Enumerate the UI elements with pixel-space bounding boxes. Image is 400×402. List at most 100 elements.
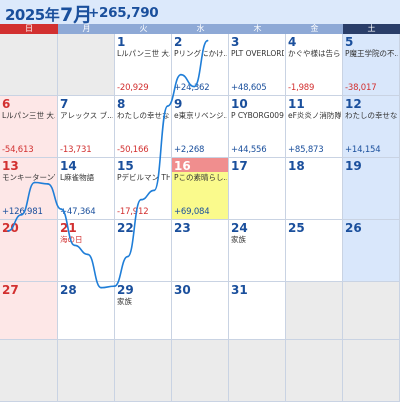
day-number: 4 (288, 35, 297, 49)
event-title: P CYBORG009 R... (231, 111, 284, 120)
day-cell-empty[interactable] (115, 340, 172, 402)
event-title: Lルパン三世 大... (2, 111, 55, 120)
day-cell-22[interactable]: 22 (115, 220, 172, 282)
event-title: Lルパン三世 大... (117, 49, 170, 58)
day-cell-23[interactable]: 23 (172, 220, 229, 282)
event-title: Pリングにかけ... (174, 49, 227, 58)
day-number: 5 (345, 35, 354, 49)
event-title: わたしの幸せな... (117, 111, 170, 120)
day-number: 29 (117, 283, 134, 297)
weekday-5: 金 (286, 24, 343, 34)
day-cell-19[interactable]: 19 (343, 158, 400, 220)
day-cell-9[interactable]: 9 e東京リベンジ... +2,268 (172, 96, 229, 158)
day-cell-2[interactable]: 2 Pリングにかけ... +24,362 (172, 34, 229, 96)
weekday-6: 土 (343, 24, 400, 34)
day-cell-empty[interactable] (229, 340, 286, 402)
day-amount: -17,912 (117, 207, 149, 217)
event-title: 家族 (117, 297, 132, 306)
day-cell-empty[interactable] (0, 340, 58, 402)
day-number: 9 (174, 97, 183, 111)
day-amount: +69,084 (174, 207, 210, 217)
day-amount: -20,929 (117, 83, 149, 93)
day-cell-empty[interactable] (343, 282, 400, 340)
day-cell-29[interactable]: 29 家族 (115, 282, 172, 340)
day-number: 26 (345, 221, 362, 235)
day-number: 2 (174, 35, 183, 49)
day-cell-17[interactable]: 17 (229, 158, 286, 220)
event-title: Pデビルマン TH... (117, 173, 170, 182)
day-cell-27[interactable]: 27 (0, 282, 58, 340)
day-amount: +24,362 (174, 83, 210, 93)
day-number: 21 (60, 221, 77, 235)
weekday-2: 火 (115, 24, 172, 34)
day-number: 6 (2, 97, 11, 111)
day-cell-14[interactable]: 14 L麻雀物語 +47,364 (58, 158, 115, 220)
day-cell-empty[interactable] (286, 340, 343, 402)
event-title: Pこの素晴らし... (174, 173, 227, 182)
month-label[interactable]: 7月 (60, 4, 93, 26)
weekday-3: 水 (172, 24, 229, 34)
day-cell-empty[interactable] (58, 340, 115, 402)
day-cell-empty[interactable] (343, 340, 400, 402)
event-title: P魔王学院の不... (345, 49, 398, 58)
day-number: 16 (174, 159, 191, 173)
day-number: 1 (117, 35, 126, 49)
day-cell-empty[interactable] (172, 340, 229, 402)
day-cell-16[interactable]: 16 Pこの素晴らし... +69,084 (172, 158, 229, 220)
event-title: eF炎炎ノ消防隊... (288, 111, 341, 120)
day-number: 7 (60, 97, 69, 111)
day-cell-7[interactable]: 7 アレックス ブ... -13,731 (58, 96, 115, 158)
day-amount: -13,731 (60, 145, 92, 155)
day-cell-empty[interactable] (286, 282, 343, 340)
holiday-label: 海の日 (60, 235, 83, 244)
day-cell-18[interactable]: 18 (286, 158, 343, 220)
day-number: 30 (174, 283, 191, 297)
day-cell-10[interactable]: 10P CYBORG009 R... +44,556 (229, 96, 286, 158)
day-cell-empty[interactable] (58, 34, 115, 96)
day-amount: +2,268 (174, 145, 205, 155)
day-number: 11 (288, 97, 305, 111)
day-cell-28[interactable]: 28 (58, 282, 115, 340)
day-number: 17 (231, 159, 248, 173)
day-number: 19 (345, 159, 362, 173)
event-title: わたしの幸せな... (345, 111, 398, 120)
day-number: 12 (345, 97, 362, 111)
day-number: 8 (117, 97, 126, 111)
monthly-total: +265,790 (88, 5, 159, 21)
day-cell-31[interactable]: 31 (229, 282, 286, 340)
event-title: e東京リベンジ... (174, 111, 227, 120)
day-amount: +44,556 (231, 145, 267, 155)
weekday-4: 木 (229, 24, 286, 34)
day-number: 24 (231, 221, 248, 235)
event-title: PLT OVERLORD... (231, 49, 284, 58)
day-cell-empty[interactable] (0, 34, 58, 96)
day-number: 22 (117, 221, 134, 235)
month-header: 2025年 7月 +265,790 (0, 0, 400, 26)
day-cell-20[interactable]: 20 (0, 220, 58, 282)
event-title: アレックス ブ... (60, 111, 113, 120)
day-amount: +126,981 (2, 207, 43, 217)
event-title: 家族 (231, 235, 246, 244)
day-number: 14 (60, 159, 77, 173)
day-cell-21[interactable]: 21 海の日 (58, 220, 115, 282)
day-cell-25[interactable]: 25 (286, 220, 343, 282)
day-cell-24[interactable]: 24 家族 (229, 220, 286, 282)
day-cell-13[interactable]: 13 モンキーターンV +126,981 (0, 158, 58, 220)
day-cell-30[interactable]: 30 (172, 282, 229, 340)
day-cell-26[interactable]: 26 (343, 220, 400, 282)
day-amount: -54,613 (2, 145, 34, 155)
year-label[interactable]: 2025年 (5, 6, 60, 24)
day-number: 20 (2, 221, 19, 235)
event-title: モンキーターンV (2, 173, 55, 182)
day-cell-5[interactable]: 5 P魔王学院の不... -38,017 (343, 34, 400, 96)
